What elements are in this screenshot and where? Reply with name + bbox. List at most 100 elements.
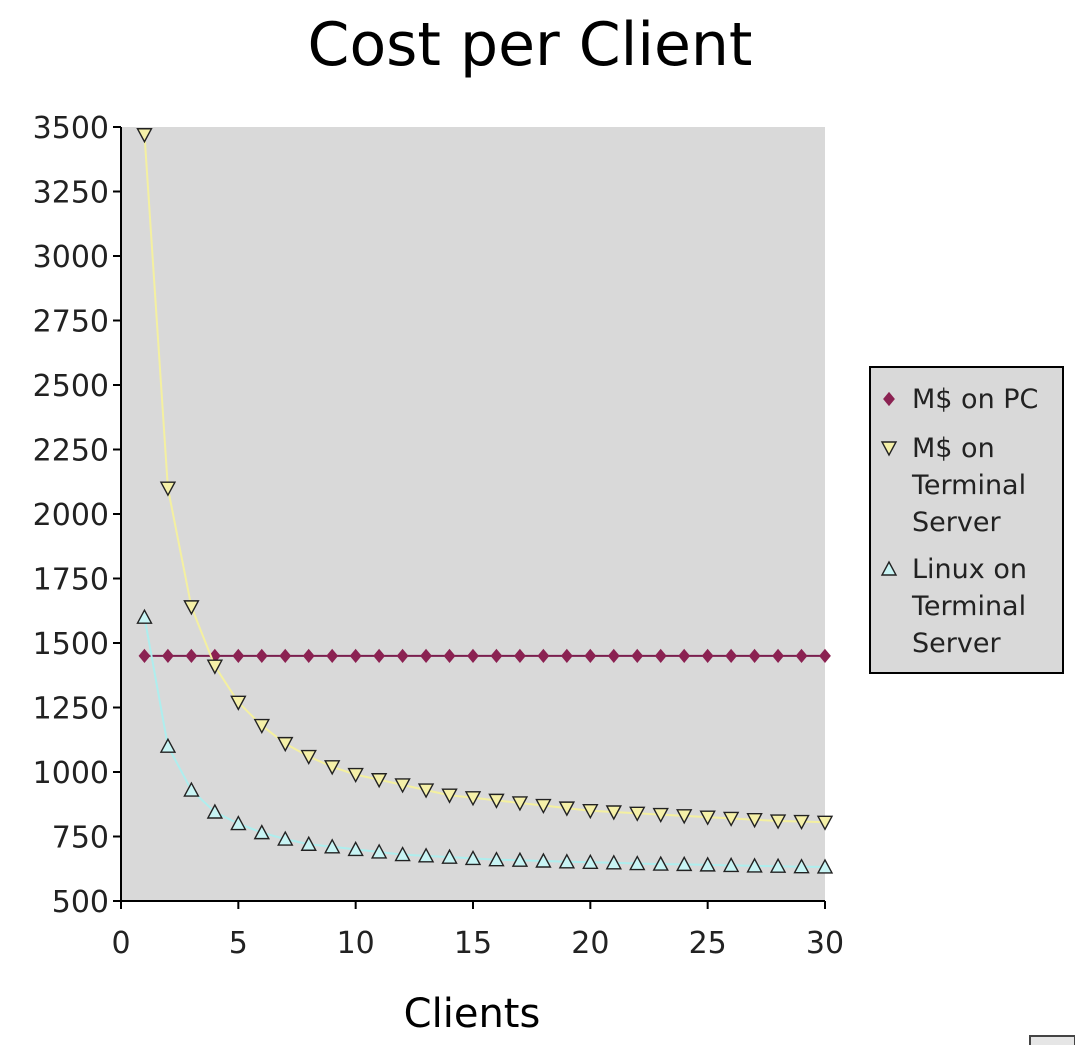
- legend-label: Terminal: [911, 470, 1026, 501]
- data-point-ms-on-terminal-server: [629, 806, 646, 822]
- data-point-linux-on-terminal-server: [793, 858, 810, 874]
- y-axis-ticks: 500 750 1000 1250 1500 1750 2000 2250 2500 2750 30…: [33, 111, 121, 920]
- data-point-linux-on-terminal-server: [676, 855, 693, 872]
- x-tick-label: 30: [806, 926, 844, 961]
- data-point-ms-on-terminal-server: [370, 773, 388, 789]
- x-tick-label: 25: [689, 926, 727, 961]
- data-point-linux-on-terminal-server: [652, 855, 669, 871]
- data-point-ms-on-terminal-server: [159, 481, 177, 497]
- data-point-linux-on-terminal-server: [816, 858, 834, 874]
- data-point-ms-on-terminal-server: [746, 813, 763, 829]
- data-point-ms-on-pc: [490, 648, 503, 663]
- data-point-linux-on-terminal-server: [183, 781, 200, 797]
- data-point-ms-on-terminal-server: [722, 811, 740, 827]
- legend-marker: [883, 391, 895, 407]
- data-point-ms-on-terminal-server: [253, 718, 270, 735]
- data-point-linux-on-terminal-server: [558, 853, 576, 869]
- y-tick-label: 3000: [33, 240, 109, 275]
- data-point-ms-on-pc: [725, 648, 738, 663]
- data-point-ms-on-terminal-server: [652, 807, 669, 824]
- x-tick-label: 0: [111, 926, 130, 961]
- y-tick-label: 1250: [33, 692, 109, 727]
- data-point-ms-on-pc: [232, 648, 245, 663]
- data-point-linux-on-terminal-server: [136, 608, 153, 624]
- data-point-ms-on-pc: [819, 648, 831, 663]
- series-layer: [136, 128, 834, 874]
- data-point-ms-on-terminal-server: [699, 810, 716, 826]
- y-tick-label: 2750: [33, 305, 109, 340]
- corner-resize-handle[interactable]: [1029, 1035, 1075, 1045]
- y-tick-label: 3500: [33, 111, 109, 146]
- data-point-linux-on-terminal-server: [629, 855, 646, 871]
- data-point-ms-on-pc: [560, 648, 573, 663]
- data-point-ms-on-terminal-server: [300, 749, 317, 765]
- data-point-linux-on-terminal-server: [769, 857, 787, 873]
- data-point-ms-on-pc: [302, 648, 315, 663]
- data-point-ms-on-pc: [326, 648, 339, 663]
- data-point-ms-on-pc: [584, 648, 597, 663]
- data-point-linux-on-terminal-server: [206, 803, 224, 819]
- data-point-ms-on-terminal-server: [511, 796, 529, 812]
- data-point-ms-on-pc: [162, 648, 174, 663]
- data-point-ms-on-terminal-server: [441, 788, 458, 804]
- data-point-linux-on-terminal-server: [277, 830, 294, 846]
- data-point-ms-on-pc: [467, 648, 479, 663]
- data-point-linux-on-terminal-server: [253, 824, 270, 840]
- data-point-ms-on-pc: [279, 648, 292, 663]
- y-tick-label: 500: [52, 885, 109, 920]
- data-point-linux-on-terminal-server: [582, 853, 599, 869]
- data-point-linux-on-terminal-server: [417, 847, 435, 863]
- data-point-linux-on-terminal-server: [347, 840, 364, 857]
- x-tick-label: 20: [571, 926, 609, 961]
- x-tick-label: 10: [337, 926, 375, 961]
- data-point-ms-on-terminal-server: [816, 815, 834, 831]
- data-point-linux-on-terminal-server: [441, 848, 458, 864]
- legend-label: Server: [912, 628, 1001, 659]
- data-point-ms-on-terminal-server: [277, 736, 294, 753]
- data-point-linux-on-terminal-server: [722, 856, 740, 873]
- x-axis-title: Clients: [404, 991, 541, 1037]
- data-point-linux-on-terminal-server: [488, 851, 505, 867]
- data-point-ms-on-terminal-server: [183, 600, 200, 616]
- legend-label: Server: [912, 507, 1001, 538]
- data-point-ms-on-terminal-server: [394, 778, 411, 794]
- legend-label: M$ on PC: [912, 384, 1038, 415]
- data-point-ms-on-terminal-server: [464, 791, 482, 807]
- data-point-ms-on-terminal-server: [136, 128, 153, 144]
- data-point-ms-on-pc: [138, 648, 151, 663]
- data-point-ms-on-pc: [631, 648, 644, 663]
- data-point-ms-on-pc: [514, 648, 526, 663]
- x-tick-label: 5: [229, 926, 248, 961]
- chart-title: Cost per Client: [308, 10, 753, 80]
- data-point-ms-on-pc: [349, 648, 362, 663]
- y-tick-label: 750: [52, 821, 109, 856]
- plot-area: [121, 127, 825, 901]
- y-tick-label: 1750: [33, 563, 109, 598]
- legend-box: [869, 366, 1064, 674]
- y-tick-label: 2000: [33, 498, 109, 533]
- data-point-linux-on-terminal-server: [394, 846, 411, 862]
- data-point-ms-on-terminal-server: [769, 814, 787, 830]
- legend-label: Linux on: [912, 554, 1027, 585]
- data-point-ms-on-pc: [654, 648, 667, 663]
- data-point-linux-on-terminal-server: [535, 852, 552, 868]
- y-tick-label: 3250: [33, 176, 109, 211]
- data-point-ms-on-terminal-server: [793, 814, 810, 831]
- data-point-ms-on-terminal-server: [488, 793, 505, 809]
- legend-label: Terminal: [911, 591, 1026, 622]
- data-point-linux-on-terminal-server: [159, 737, 177, 753]
- x-tick-label: 15: [454, 926, 492, 961]
- y-tick-label: 1500: [33, 627, 109, 662]
- y-tick-label: 2250: [33, 434, 109, 469]
- data-point-ms-on-terminal-server: [347, 767, 364, 784]
- data-point-ms-on-terminal-server: [324, 760, 341, 776]
- data-point-ms-on-terminal-server: [230, 695, 247, 711]
- data-point-ms-on-pc: [185, 648, 198, 663]
- data-point-ms-on-terminal-server: [558, 801, 576, 817]
- data-point-ms-on-terminal-server: [417, 783, 435, 799]
- data-point-ms-on-pc: [255, 648, 268, 663]
- data-point-ms-on-terminal-server: [582, 804, 599, 820]
- data-point-ms-on-pc: [678, 648, 691, 663]
- data-point-linux-on-terminal-server: [300, 835, 317, 851]
